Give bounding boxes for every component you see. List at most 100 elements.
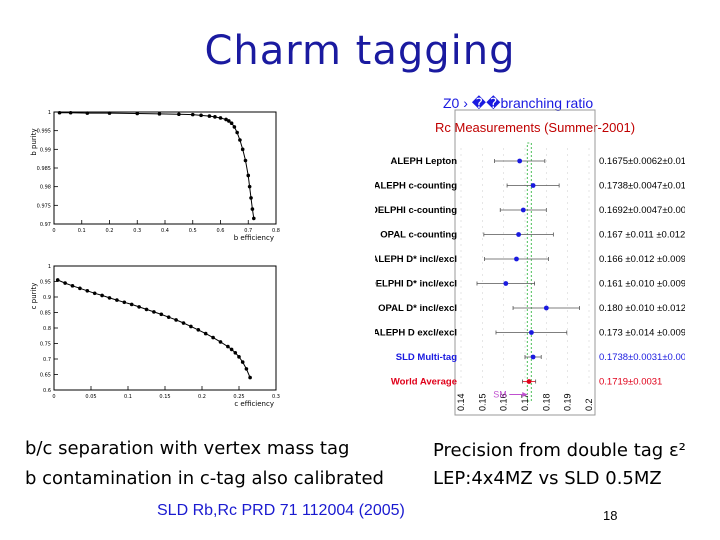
chart-subtitle: Rc Measurements (Summer-2001) [435,120,635,135]
data-point [243,158,248,163]
x-tick-label: 0.15 [477,393,487,411]
measurement-point [520,207,526,213]
data-point [240,360,245,364]
data-point [246,173,251,178]
measurement-value: 0.1692±0.0047±0.0097 [599,205,685,216]
measurement-value: 0.1738±0.0031±0.0021 [599,352,685,363]
data-point [190,112,195,117]
data-point [203,331,208,336]
y-tick-label: 1 [48,264,51,270]
data-point [244,367,249,371]
data-point [174,318,178,322]
y-tick-label: 0.99 [40,147,51,153]
data-point [57,110,62,115]
x-tick-label: 0.1 [78,228,86,234]
x-tick-label: 0.4 [161,228,169,234]
x-tick-label: 0.16 [499,393,509,411]
b-purity-plot: 0 0.1 0.2 0.3 0.4 0.5 0.6 0.7 0.8 0.97 0.975 0.98 0.… [30,110,280,242]
x-tick-label: 0.8 [272,228,280,234]
note-left-1: b/c separation with vertex mass tag [25,438,350,459]
x-tick-label: 0.7 [244,228,252,234]
data-point [135,111,140,116]
data-point [189,324,193,329]
data-point [166,315,171,319]
x-tick-label: 0.6 [217,228,225,234]
x-tick-label: 0.14 [456,393,466,411]
data-point [233,351,238,355]
data-point [159,312,164,317]
data-point [207,114,212,118]
x-axis-label: c efficiency [234,400,274,408]
data-point [70,284,75,288]
y-tick-label: 0.6 [43,388,51,394]
data-point [68,110,73,115]
x-tick-label: 0.15 [159,394,170,400]
sm-label: SM [493,390,507,400]
measurement-value: 0.180 ±0.010 ±0.012 [599,303,685,314]
sm-arrowhead [522,392,528,397]
chart-title: Z0 › ��branching ratio [443,95,593,111]
y-axis-label: c purity [30,283,38,310]
y-tick-label: 0.975 [37,203,51,209]
measurement-point [503,281,509,286]
y-tick-label: 0.985 [37,166,51,172]
data-point [196,328,201,332]
y-tick-label: 0.995 [37,129,51,135]
measurement-point [517,158,523,164]
y-tick-label: 0.75 [40,342,51,348]
purity-curve [59,112,255,219]
x-tick-label: 0.2 [584,398,594,411]
data-point [232,125,237,129]
x-tick-label: 0 [52,228,55,234]
plot-frame [53,265,277,391]
x-tick-label: 0.2 [198,394,206,400]
measurement-label: ALEPH D* incl/excl [375,254,457,265]
x-tick-label: 0.25 [233,394,244,400]
rc-measurements-plot: Z0 › ��branching ratio Rc Measurements (S… [375,95,685,416]
x-axis-label: b efficiency [234,234,274,242]
data-point [238,138,242,142]
data-point [144,307,149,312]
x-tick-label: 0.17 [520,393,530,411]
x-tick-label: 0.2 [106,228,114,234]
data-point [224,117,228,122]
measurement-point [516,232,521,237]
data-point [249,196,253,200]
x-tick-label: 0.3 [272,394,280,400]
measurement-value: 0.1675±0.0062±0.0103 [599,156,685,167]
measurement-label: DELPHI D* incl/excl [375,279,457,290]
measurement-label: ALEPH c-counting [375,181,457,192]
y-tick-label: 1 [48,110,51,116]
purity-curve [57,279,251,378]
data-point [237,355,241,359]
plot-frame [454,109,596,416]
data-point [115,298,119,302]
data-point [63,281,67,285]
measurement-point [514,256,519,262]
sm-band [526,142,532,402]
c-purity-plot: 0 0.05 0.1 0.15 0.2 0.25 0.3 0.6 0.65 0.7 0.75 0.8 0… [30,264,280,408]
x-tick-label: 0 [52,394,55,400]
data-point [247,184,252,189]
measurement-value: 0.173 ±0.014 ±0.009 [599,328,685,339]
x-tick-label: 0.5 [189,228,197,234]
note-right-2: LEP:4x4MZ vs SLD 0.5MZ [433,468,662,489]
measurement-label: World Average [391,377,457,388]
data-point [85,289,90,293]
data-point [218,340,223,344]
data-point [78,286,82,291]
y-tick-label: 0.98 [40,185,51,191]
measurement-point [530,183,536,188]
data-point [229,347,234,352]
data-point [122,300,127,305]
measurement-point [530,354,536,360]
data-point [218,116,223,120]
data-point [100,293,104,298]
measurement-label: ALEPH D excl/excl [375,328,457,339]
measurement-value: 0.161 ±0.010 ±0.009 [599,279,685,290]
data-point [213,115,217,119]
x-tick-label: 0.1 [124,394,132,400]
x-tick-label: 0.18 [541,393,551,411]
measurement-label: OPAL c-counting [380,230,457,241]
y-axis-label: b purity [30,128,38,155]
